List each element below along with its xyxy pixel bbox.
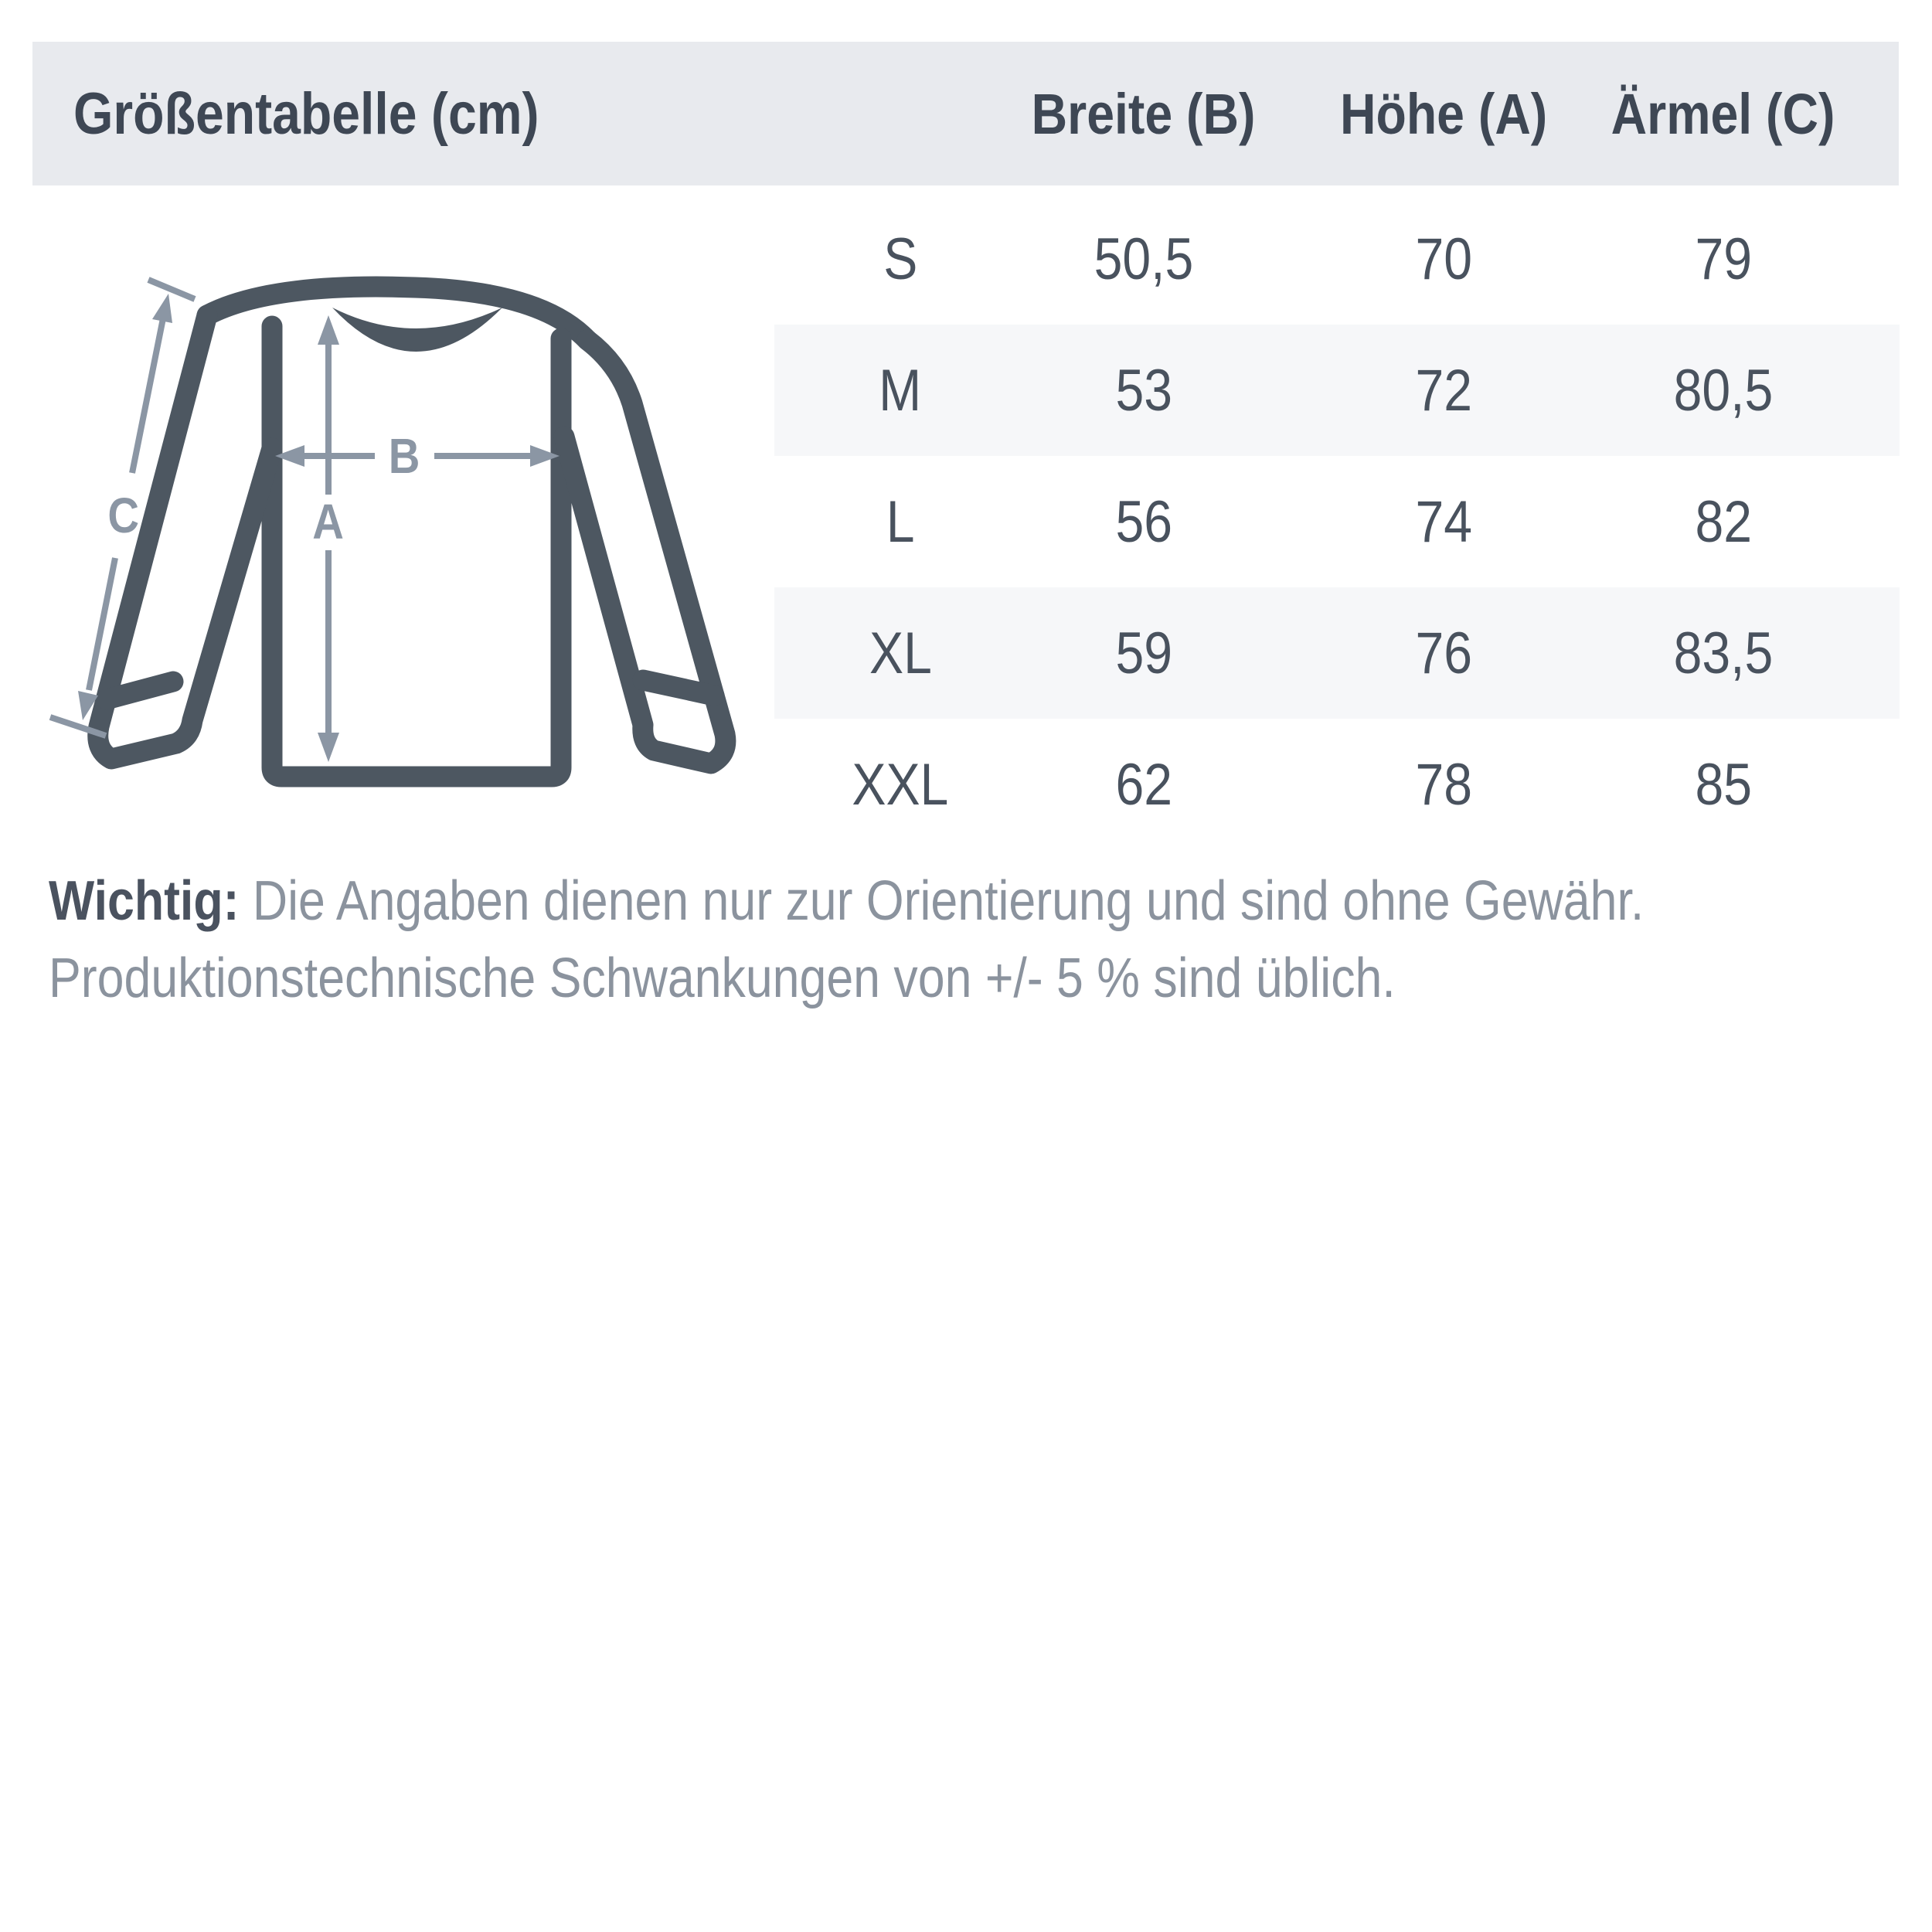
size-cell: S — [883, 226, 918, 292]
col-header-aermel: Ärmel (C) — [1611, 81, 1835, 146]
page-title-text: Größentabelle (cm) — [73, 80, 539, 147]
measurement-arrow-c: C — [49, 277, 196, 739]
size-cell: XXL — [852, 751, 949, 818]
aermel-cell: 83,5 — [1673, 620, 1774, 686]
breite-cell: 53 — [1115, 357, 1172, 423]
hoehe-cell: 78 — [1415, 751, 1472, 818]
hoehe-cell: 76 — [1415, 620, 1472, 686]
label-c: C — [107, 488, 139, 543]
aermel-cell: 80,5 — [1673, 357, 1774, 423]
breite-cell: 59 — [1115, 620, 1172, 686]
hoehe-cell: 74 — [1415, 488, 1472, 555]
table-row-xxl: XXL 62 78 85 — [774, 719, 1900, 850]
disclaimer-label: Wichtig: — [49, 870, 240, 932]
disclaimer-note: Wichtig: Die Angaben dienen nur zur Orie… — [49, 862, 1927, 1017]
table-row-l: L 56 74 82 — [774, 456, 1900, 587]
table-row-m: M 53 72 80,5 — [774, 325, 1900, 456]
label-a: A — [312, 494, 344, 549]
shirt-diagram-svg: A B C — [49, 276, 736, 787]
sweatshirt-outline-icon — [87, 276, 736, 787]
size-cell: XL — [869, 620, 932, 686]
label-b: B — [389, 428, 420, 484]
size-table: S 50,5 70 79 M 53 72 80,5 L 56 74 82 XL … — [774, 193, 1900, 850]
measurement-arrow-a: A — [312, 315, 344, 762]
size-chart-header: Größentabelle (cm) Breite (B) Höhe (A) Ä… — [32, 42, 1899, 185]
aermel-cell: 82 — [1695, 488, 1752, 555]
hoehe-cell: 70 — [1415, 226, 1472, 292]
size-cell: L — [886, 488, 915, 555]
col-header-hoehe: Höhe (A) — [1339, 81, 1548, 146]
shirt-measurement-diagram: A B C — [31, 162, 773, 889]
table-row-s: S 50,5 70 79 — [774, 193, 1900, 325]
hoehe-cell: 72 — [1415, 357, 1472, 423]
table-row-xl: XL 59 76 83,5 — [774, 587, 1900, 719]
aermel-cell: 79 — [1695, 226, 1752, 292]
aermel-cell: 85 — [1695, 751, 1752, 818]
col-header-breite: Breite (B) — [1032, 81, 1256, 146]
breite-cell: 62 — [1115, 751, 1172, 818]
breite-cell: 56 — [1115, 488, 1172, 555]
disclaimer-line2: Produktionstechnische Schwankungen von +… — [49, 947, 1396, 1009]
measurement-arrow-b: B — [275, 428, 560, 484]
breite-cell: 50,5 — [1094, 226, 1194, 292]
page-title: Größentabelle (cm) — [73, 42, 609, 185]
size-cell: M — [879, 357, 922, 423]
disclaimer-line1: Die Angaben dienen nur zur Orientierung … — [252, 870, 1645, 932]
